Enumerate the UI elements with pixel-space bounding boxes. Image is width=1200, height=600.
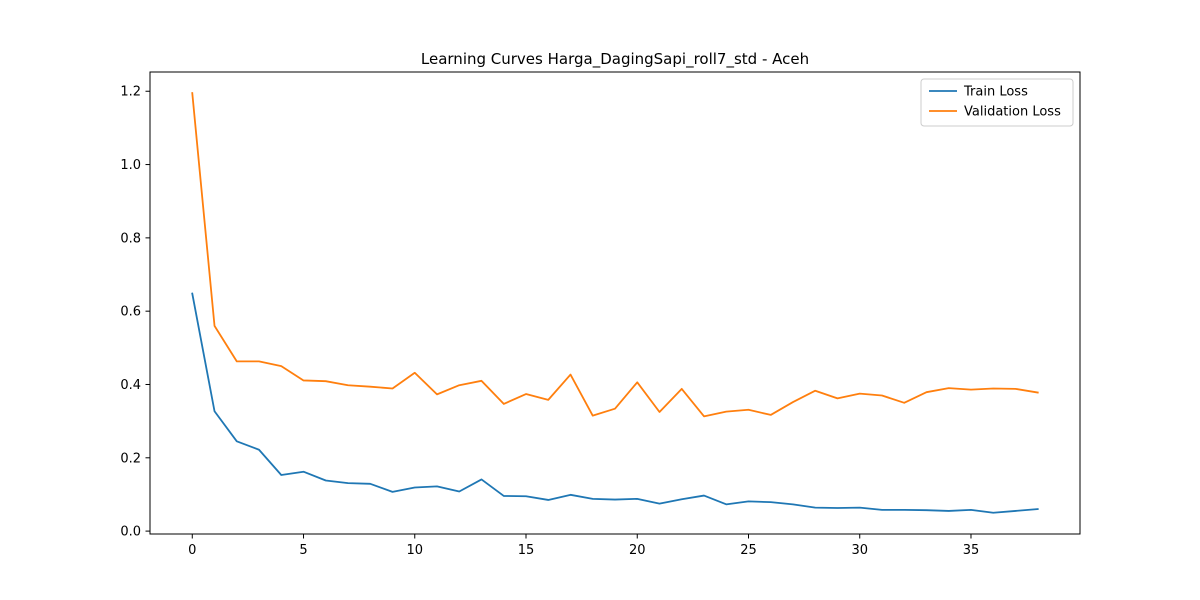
x-tick-label: 15	[518, 543, 535, 558]
axes-frame	[149, 71, 1081, 535]
x-tick-label: 20	[629, 543, 646, 558]
y-tick-label: 0.8	[120, 231, 141, 246]
y-tick-label: 0.0	[120, 525, 141, 540]
x-tick-label: 35	[963, 543, 980, 558]
y-tick-label: 0.4	[120, 378, 141, 393]
y-tick-label: 0.2	[120, 451, 141, 466]
x-axis: 0 5 10 15 20 25 30 35	[188, 534, 979, 558]
series-line-train-loss	[191, 292, 1039, 514]
legend-label-validation-loss: Validation Loss	[964, 105, 1061, 120]
x-tick-label: 0	[188, 543, 196, 558]
series-line-validation-loss	[191, 92, 1039, 418]
x-tick-label: 10	[406, 543, 423, 558]
x-tick-label: 30	[851, 543, 868, 558]
y-tick-label: 0.6	[120, 305, 141, 320]
x-tick-label: 5	[299, 543, 307, 558]
y-tick-label: 1.2	[120, 85, 141, 100]
y-tick-label: 1.0	[120, 158, 141, 173]
legend-label-train-loss: Train Loss	[963, 85, 1028, 100]
legend-box	[920, 78, 1074, 127]
plot-area	[191, 92, 1039, 514]
chart-title: Learning Curves Harga_DagingSapi_roll7_s…	[421, 50, 809, 69]
x-tick-label: 25	[740, 543, 757, 558]
y-axis: 0.0 0.2 0.4 0.6 0.8 1.0 1.2	[120, 85, 150, 540]
legend: Train Loss Validation Loss	[920, 78, 1074, 127]
